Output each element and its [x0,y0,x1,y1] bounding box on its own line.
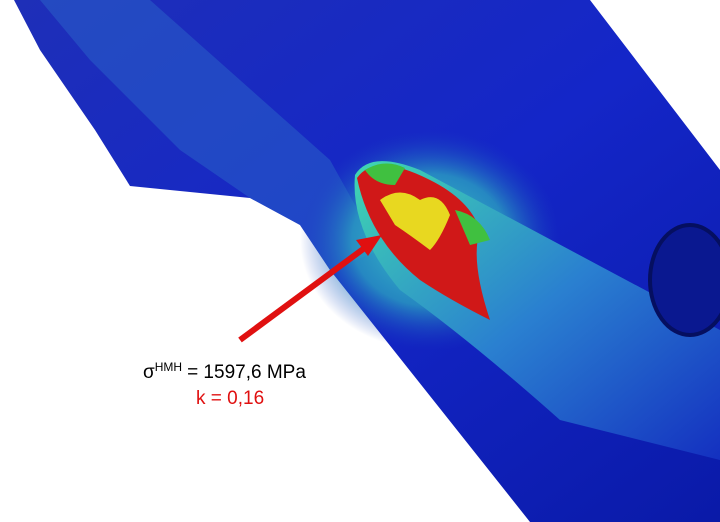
sigma: σ [143,362,155,383]
stress-value: = 1597,6 MPa [187,362,306,383]
bolt [650,225,720,335]
superscript: HMH [155,360,182,374]
stress-label: σHMH = 1597,6 MPa [143,360,306,383]
stress-render: σHMH = 1597,6 MPa k = 0,16 [0,0,720,522]
factor-label: k = 0,16 [196,388,264,409]
